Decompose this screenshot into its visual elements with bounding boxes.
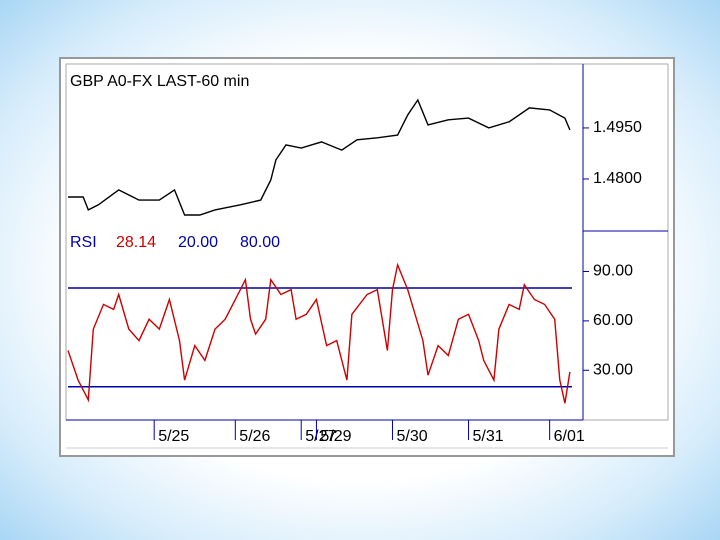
y-tick-label: 1.4800 <box>593 170 642 187</box>
rsi-level-label: 80.00 <box>240 234 280 251</box>
x-tick-label: 5/31 <box>473 428 504 445</box>
rsi-current: 28.14 <box>116 234 156 251</box>
x-tick-label: 5/27 <box>305 428 336 445</box>
series-line <box>68 98 571 216</box>
chart-title: GBP A0-FX LAST-60 min <box>70 73 249 90</box>
rsi-label: RSI <box>70 234 97 251</box>
chart-frame <box>59 57 675 457</box>
rsi-level-label: 20.00 <box>178 234 218 251</box>
x-tick-label: 5/25 <box>158 428 189 445</box>
x-tick-label: 6/01 <box>554 428 585 445</box>
y-tick-label: 1.4950 <box>593 119 642 136</box>
y-tick-label: 30.00 <box>593 361 633 378</box>
x-tick-label: 5/29 <box>320 428 351 445</box>
series-line <box>67 262 571 404</box>
x-tick-label: 5/30 <box>396 428 427 445</box>
y-tick-label: 90.00 <box>593 263 633 280</box>
x-tick-label: 5/26 <box>239 428 270 445</box>
y-tick-label: 60.00 <box>593 312 633 329</box>
